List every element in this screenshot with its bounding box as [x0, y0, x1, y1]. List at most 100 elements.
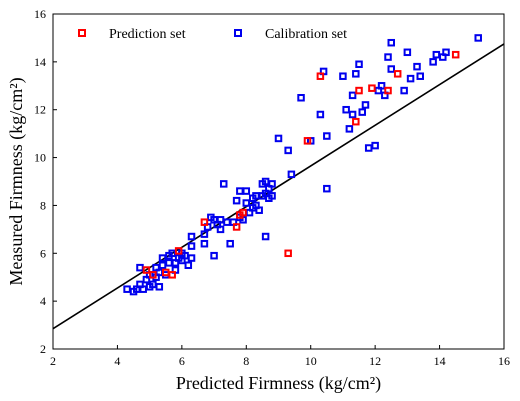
calibration-set-point — [387, 38, 395, 47]
prediction-set-point — [384, 86, 392, 95]
legend-label-prediction-set: Prediction set — [109, 27, 186, 42]
calibration-set-point — [358, 108, 367, 116]
calibration-set-point — [139, 285, 147, 293]
y-tick-label: 8 — [40, 198, 46, 212]
calibration-set-point — [255, 206, 263, 214]
y-tick-label: 14 — [34, 55, 46, 69]
calibration-set-point — [348, 91, 357, 100]
calibration-set-point — [432, 50, 441, 59]
prediction-set-point — [355, 86, 363, 95]
x-tick-label: 6 — [179, 354, 185, 368]
calibration-set-point — [268, 180, 276, 188]
x-axis-title: Predicted Firmness (kg/cm²) — [176, 373, 381, 394]
calibration-set-point — [223, 218, 231, 226]
y-axis-title: Measured Firmness (kg/cm²) — [6, 77, 27, 285]
x-tick-label: 14 — [434, 354, 446, 368]
calibration-set-point — [155, 268, 164, 277]
prediction-set-point — [200, 218, 209, 226]
calibration-set-point — [339, 72, 347, 80]
prediction-set-point — [174, 247, 183, 255]
calibration-set-point — [226, 239, 234, 248]
calibration-set-point — [274, 134, 283, 143]
prediction-set-point — [142, 266, 151, 274]
calibration-set-point — [242, 199, 251, 207]
calibration-set-point — [184, 261, 193, 269]
y-tick-label: 10 — [34, 151, 46, 165]
legend: Prediction set Calibration set — [78, 27, 347, 42]
calibration-set-point — [323, 132, 331, 140]
y-tick-label: 4 — [40, 294, 46, 308]
calibration-set-point — [242, 187, 251, 195]
prediction-set-point — [352, 117, 360, 126]
calibration-set-point — [400, 86, 408, 95]
calibration-set-point — [416, 72, 424, 80]
calibration-set-point — [384, 53, 392, 61]
plot-frame — [52, 13, 505, 350]
calibration-set-point — [413, 62, 421, 71]
data-points — [123, 34, 482, 296]
calibration-set-point — [361, 101, 370, 109]
calibration-set-point — [187, 242, 196, 250]
calibration-set-point — [406, 74, 415, 83]
calibration-set-point — [364, 144, 373, 152]
calibration-set-point — [165, 259, 173, 267]
fit-line — [52, 43, 505, 330]
calibration-set-point — [232, 196, 241, 205]
calibration-set-point — [387, 65, 395, 73]
calibration-set-point — [348, 110, 357, 119]
y-tick-label: 2 — [40, 342, 46, 356]
x-tick-label: 12 — [369, 354, 381, 368]
calibration-set-point — [216, 216, 225, 224]
calibration-set-point — [216, 225, 225, 234]
prediction-set-point — [149, 271, 157, 279]
x-tick-label: 8 — [243, 354, 249, 368]
calibration-set-point — [210, 251, 218, 260]
calibration-set-point — [200, 239, 209, 248]
fit-line-group — [52, 43, 505, 330]
prediction-set-point — [451, 50, 460, 59]
legend-marker-calibration-set — [234, 29, 242, 37]
calibration-set-point — [442, 48, 450, 57]
calibration-set-point — [236, 187, 244, 195]
prediction-set-point — [168, 271, 176, 279]
prediction-set-point — [284, 249, 292, 258]
axis-ticks: 2 4 6 8 10 12 14 16 2 4 6 8 10 12 14 16 — [34, 7, 510, 368]
y-tick-label: 16 — [34, 7, 46, 21]
x-tick-label: 10 — [305, 354, 317, 368]
y-tick-label: 12 — [34, 103, 46, 117]
prediction-set-point — [393, 70, 402, 78]
calibration-set-point — [316, 110, 325, 119]
prediction-set-point — [368, 84, 376, 92]
prediction-set-point — [303, 137, 312, 145]
calibration-set-point — [323, 184, 331, 193]
calibration-set-point — [377, 82, 386, 90]
calibration-set-point — [297, 94, 305, 102]
x-tick-label: 2 — [50, 354, 56, 368]
calibration-set-point — [371, 141, 379, 150]
x-tick-label: 16 — [498, 354, 510, 368]
calibration-set-point — [429, 58, 437, 66]
calibration-set-point — [219, 180, 228, 188]
prediction-set-point — [239, 208, 247, 217]
y-tick-label: 6 — [40, 246, 46, 260]
calibration-set-point — [187, 232, 196, 241]
calibration-set-point — [123, 285, 131, 293]
prediction-set-point — [232, 223, 241, 231]
calibration-set-point — [200, 230, 209, 238]
calibration-set-point — [155, 283, 164, 291]
calibration-set-point — [287, 170, 296, 179]
x-tick-label: 4 — [114, 354, 120, 368]
legend-label-calibration-set: Calibration set — [265, 27, 347, 42]
calibration-set-point — [136, 263, 144, 272]
calibration-set-point — [345, 125, 354, 133]
calibration-set-point — [342, 105, 350, 114]
calibration-set-point — [158, 261, 167, 269]
prediction-set-point — [316, 72, 325, 80]
calibration-set-point — [352, 70, 360, 78]
calibration-set-point — [403, 48, 412, 57]
calibration-set-point — [158, 254, 167, 262]
calibration-set-point — [261, 232, 270, 241]
legend-marker-prediction-set — [78, 29, 86, 37]
